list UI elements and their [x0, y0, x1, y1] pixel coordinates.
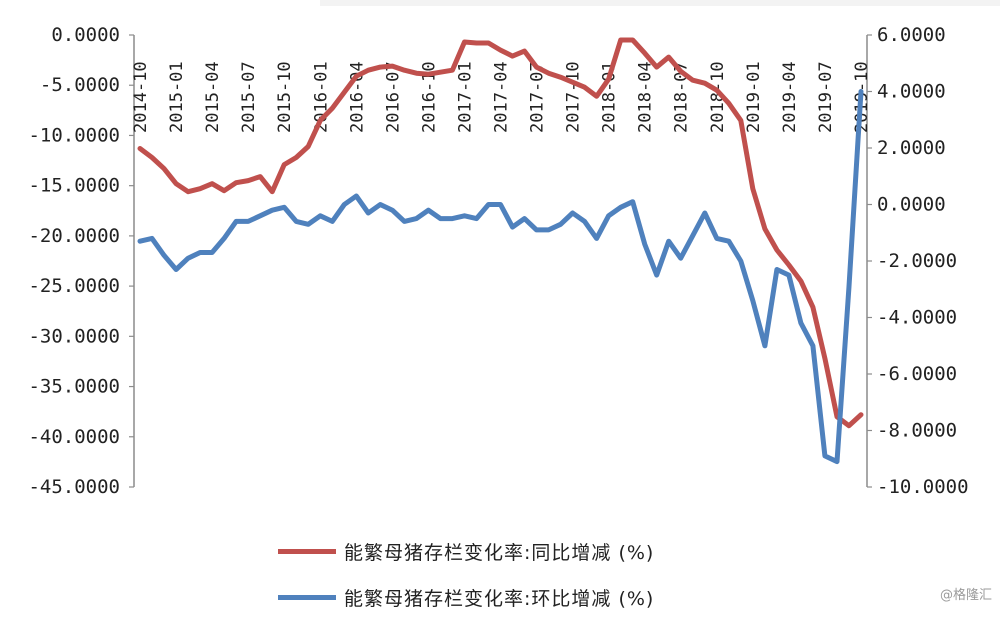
x-tick-label: 2017-10 [564, 61, 584, 133]
right-tick-label: -10.0000 [877, 476, 969, 498]
left-tick-label: -40.0000 [28, 426, 120, 448]
top-strip [320, 0, 1000, 6]
legend-item-mom: 能繁母猪存栏变化率:环比增减 (%) [278, 574, 654, 620]
left-tick-label: 0.0000 [51, 24, 120, 46]
x-tick-label: 2014-10 [131, 61, 151, 133]
left-tick-label: -10.0000 [28, 124, 120, 146]
x-tick-label: 2017-07 [528, 61, 548, 133]
right-tick-label: 6.0000 [877, 24, 946, 46]
x-tick-label: 2015-01 [167, 61, 187, 133]
x-tick-label: 2016-10 [419, 61, 439, 133]
x-tick-label: 2019-04 [780, 61, 800, 133]
legend: 能繁母猪存栏变化率:同比增减 (%) 能繁母猪存栏变化率:环比增减 (%) [278, 528, 654, 620]
x-tick-label: 2015-07 [239, 61, 259, 133]
right-tick-label: -6.0000 [877, 363, 957, 385]
left-tick-label: -25.0000 [28, 275, 120, 297]
legend-label-yoy: 能繁母猪存栏变化率:同比增减 (%) [344, 541, 655, 564]
right-tick-label: 0.0000 [877, 194, 946, 216]
chart-axes: 0.0000 -5.0000 -10.0000 -15.0000 -20.0000 -25… [28, 24, 968, 498]
left-tick-label: -20.0000 [28, 225, 120, 247]
right-tick-label: -2.0000 [877, 250, 957, 272]
right-tick-label: -8.0000 [877, 420, 957, 442]
legend-swatch-yoy [278, 548, 336, 554]
legend-swatch-mom [278, 594, 336, 600]
x-tick-label: 2015-04 [203, 61, 223, 133]
left-tick-label: -35.0000 [28, 376, 120, 398]
x-tick-label: 2017-01 [455, 61, 475, 133]
left-tick-label: -5.0000 [40, 74, 120, 96]
watermark: @格隆汇 [939, 588, 992, 603]
right-tick-label: 4.0000 [877, 81, 946, 103]
x-tick-label: 2018-07 [672, 61, 692, 133]
right-tick-label: -4.0000 [877, 307, 957, 329]
right-tick-label: 2.0000 [877, 137, 946, 159]
x-tick-label: 2015-10 [275, 61, 295, 133]
x-tick-label: 2018-01 [600, 61, 620, 133]
x-tick-label: 2019-01 [744, 61, 764, 133]
series-lines [137, 37, 864, 465]
x-tick-label: 2017-04 [492, 61, 512, 133]
series-line-yoy [137, 37, 864, 429]
series-line-mom [137, 89, 864, 465]
x-tick-labels: 2014-10 2015-01 2015-04 2015-07 2015-10 2016-… [131, 61, 872, 133]
x-tick-label: 2019-07 [816, 61, 836, 133]
legend-item-yoy: 能繁母猪存栏变化率:同比增减 (%) [278, 528, 654, 574]
left-tick-label: -30.0000 [28, 325, 120, 347]
chart: 0.0000 -5.0000 -10.0000 -15.0000 -20.0000 -25… [28, 0, 1000, 498]
x-tick-label: 2018-04 [636, 61, 656, 133]
x-tick-label: 2018-10 [708, 61, 728, 133]
left-tick-label: -15.0000 [28, 175, 120, 197]
legend-label-mom: 能繁母猪存栏变化率:环比增减 (%) [344, 587, 655, 610]
left-tick-label: -45.0000 [28, 476, 120, 498]
x-tick-label: 2016-07 [383, 61, 403, 133]
